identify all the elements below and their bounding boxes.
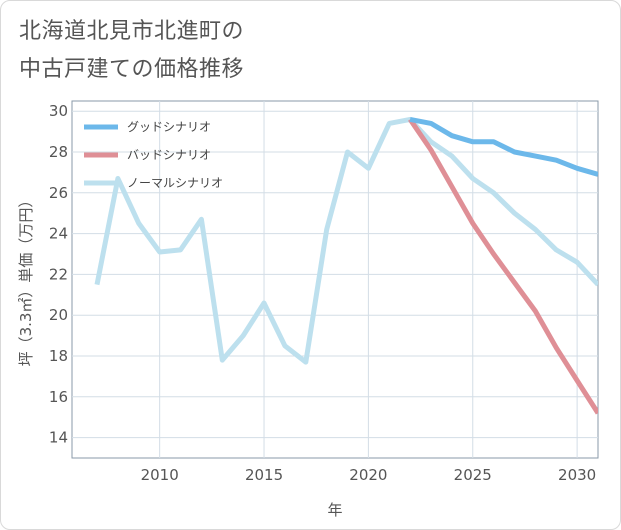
x-tick-label: 2020 bbox=[349, 466, 387, 484]
x-tick-label: 2015 bbox=[245, 466, 283, 484]
y-tick-label: 16 bbox=[49, 388, 68, 406]
x-tick-label: 2025 bbox=[454, 466, 492, 484]
y-tick-label: 26 bbox=[49, 184, 68, 202]
legend-label-normal: ノーマルシナリオ bbox=[127, 176, 223, 190]
x-tick-label: 2030 bbox=[558, 466, 596, 484]
y-axis-title: 坪（3.3㎡）単価（万円） bbox=[17, 193, 35, 367]
x-tick-label: 2010 bbox=[141, 466, 179, 484]
legend-label-good: グッドシナリオ bbox=[127, 120, 211, 134]
y-tick-label: 14 bbox=[49, 429, 68, 447]
y-tick-label: 24 bbox=[49, 225, 68, 243]
y-tick-label: 30 bbox=[49, 102, 68, 120]
y-tick-label: 18 bbox=[49, 347, 68, 365]
series-line-normal bbox=[94, 116, 598, 365]
series-line-bad bbox=[408, 117, 598, 415]
legend-label-bad: バッドシナリオ bbox=[127, 148, 211, 162]
x-axis-title: 年 bbox=[327, 501, 342, 519]
y-tick-label: 28 bbox=[49, 143, 68, 161]
chart-title: 北海道北見市北進町の 中古戸建ての価格推移 bbox=[19, 19, 245, 82]
y-tick-label: 20 bbox=[49, 306, 68, 324]
series-line-good bbox=[409, 116, 598, 177]
y-tick-label: 22 bbox=[49, 265, 68, 283]
